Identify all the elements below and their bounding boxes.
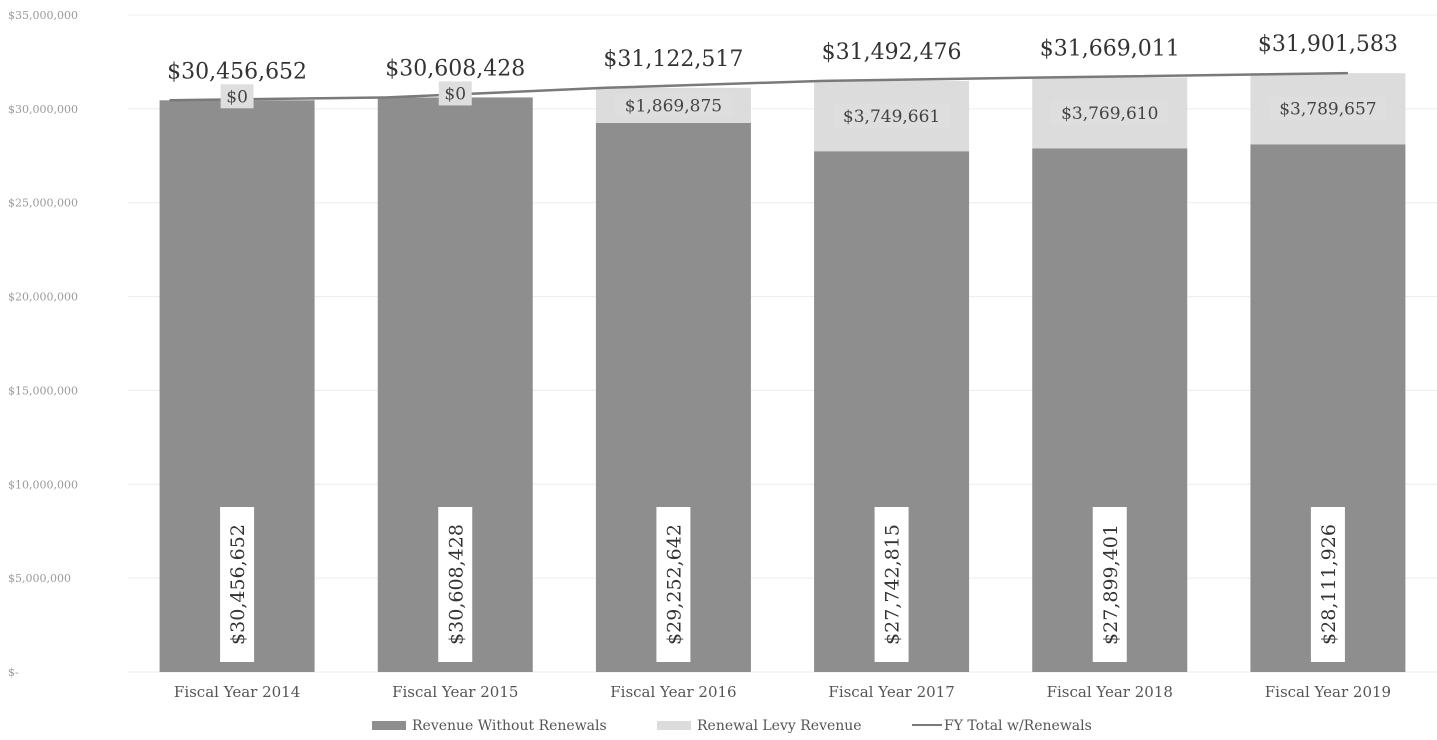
x-tick-label: Fiscal Year 2019 — [1265, 683, 1391, 701]
x-tick-label: Fiscal Year 2017 — [828, 683, 954, 701]
legend-swatch — [657, 721, 691, 730]
base-label-box — [874, 507, 909, 662]
base-data-label: $28,111,926 — [1318, 524, 1340, 645]
base-data-label: $30,456,652 — [227, 524, 249, 645]
renewal-label-box — [833, 104, 951, 129]
y-tick-label: $5,000,000 — [8, 572, 71, 585]
renewal-data-label: $1,869,875 — [625, 96, 722, 116]
legend: Revenue Without Renewals Renewal Levy Rev… — [372, 718, 1092, 734]
y-axis: $- $5,000,000 $10,000,000 $15,000,000 $20,00… — [8, 9, 78, 679]
renewal-label-box — [220, 84, 254, 109]
renewal-label-box — [1269, 96, 1387, 121]
total-data-label: $31,122,517 — [603, 47, 743, 72]
renewal-data-label: $3,749,661 — [843, 107, 940, 127]
gridlines — [128, 14, 1437, 673]
total-data-label: $31,669,011 — [1040, 37, 1180, 62]
total-data-label: $30,456,652 — [167, 59, 307, 84]
legend-label: Renewal Levy Revenue — [697, 718, 862, 734]
renewal-data-label: $0 — [444, 84, 466, 104]
base-label-box — [656, 507, 691, 662]
renewal-data-label: $3,769,610 — [1061, 104, 1158, 124]
base-data-label: $27,742,815 — [882, 524, 904, 645]
y-tick-label: $25,000,000 — [8, 197, 78, 210]
base-data-label: $29,252,642 — [663, 524, 685, 645]
base-data-label: $27,899,401 — [1100, 524, 1122, 645]
bars — [159, 73, 1406, 673]
total-data-label: $31,901,583 — [1258, 32, 1398, 57]
renewal-label-box — [1051, 100, 1169, 125]
renewal-label-box — [614, 93, 732, 118]
total-data-label: $31,492,476 — [822, 40, 962, 65]
line-fy-total-w-renewals — [169, 71, 1348, 102]
y-tick-label: $30,000,000 — [8, 103, 78, 116]
x-tick-label: Fiscal Year 2018 — [1047, 683, 1173, 701]
y-tick-label: $- — [8, 666, 19, 679]
renewal-data-label: $3,789,657 — [1279, 100, 1376, 120]
x-tick-label: Fiscal Year 2014 — [174, 683, 300, 701]
base-label-box — [438, 507, 473, 662]
base-data-label: $30,608,428 — [445, 524, 467, 645]
base-label-box — [220, 507, 255, 662]
legend-label: Revenue Without Renewals — [412, 718, 607, 734]
renewal-data-label: $0 — [226, 87, 248, 107]
x-tick-label: Fiscal Year 2015 — [392, 683, 518, 701]
renewal-label-box — [438, 81, 472, 106]
data-labels: $30,456,652 $0 $30,456,652 $30,608,428 $0 $30… — [167, 32, 1398, 662]
y-tick-label: $10,000,000 — [8, 478, 78, 491]
legend-label: FY Total w/Renewals — [944, 718, 1092, 734]
y-tick-label: $15,000,000 — [8, 384, 78, 397]
x-axis: Fiscal Year 2014 Fiscal Year 2015 Fiscal Y… — [174, 683, 1391, 701]
base-label-box — [1310, 507, 1345, 662]
x-tick-label: Fiscal Year 2016 — [610, 683, 736, 701]
total-data-label: $30,608,428 — [385, 56, 525, 81]
y-tick-label: $20,000,000 — [8, 291, 78, 304]
legend-swatch — [372, 721, 406, 730]
base-label-box — [1092, 507, 1127, 662]
total-line — [169, 71, 1348, 102]
y-tick-label: $35,000,000 — [8, 9, 78, 22]
